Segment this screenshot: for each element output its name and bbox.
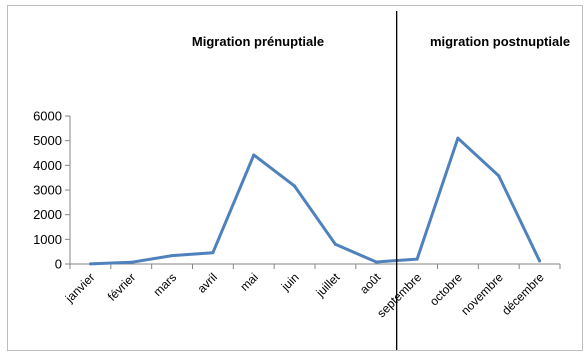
chart-frame (7, 5, 583, 351)
x-category-label: novembre (458, 270, 506, 318)
x-category-label: février (105, 270, 138, 303)
y-tick-label: 3000 (33, 183, 62, 198)
data-point (88, 262, 92, 266)
data-point (415, 257, 419, 261)
x-category-label: juillet (313, 270, 343, 300)
x-category-label: octobre (427, 270, 465, 308)
data-point (170, 254, 174, 258)
x-category-label: mai (237, 270, 261, 294)
data-point (293, 184, 297, 188)
data-point (252, 153, 256, 157)
x-category-label: juin (278, 270, 302, 294)
y-axis: 0 1000 2000 3000 4000 5000 6000 (33, 109, 71, 272)
x-axis: janvier février mars avril mai juin juillet aoû… (62, 263, 561, 320)
x-category-label: décembre (499, 270, 547, 318)
data-point (129, 260, 133, 264)
y-tick-label: 1000 (33, 232, 62, 247)
y-tick-label: 4000 (33, 158, 62, 173)
data-point (538, 259, 542, 263)
y-tick-label: 6000 (33, 109, 62, 124)
series-line (90, 136, 541, 266)
data-point (211, 251, 215, 255)
data-point (456, 136, 460, 140)
data-point (497, 174, 501, 178)
x-category-label: mars (150, 270, 179, 299)
data-point (333, 242, 337, 246)
series-layer (88, 136, 542, 266)
x-category-label: avril (195, 270, 220, 295)
annotation-postnuptial: migration postnuptiale (430, 34, 570, 49)
y-tick-label: 5000 (33, 133, 62, 148)
y-tick-label: 2000 (33, 207, 62, 222)
x-category-label: janvier (62, 270, 98, 306)
x-category-label: août (357, 270, 384, 297)
y-tick-label: 0 (55, 257, 62, 272)
x-category-label: septembre (374, 270, 424, 320)
data-point (374, 260, 378, 264)
annotation-prenuptial: Migration prénuptiale (192, 34, 324, 49)
